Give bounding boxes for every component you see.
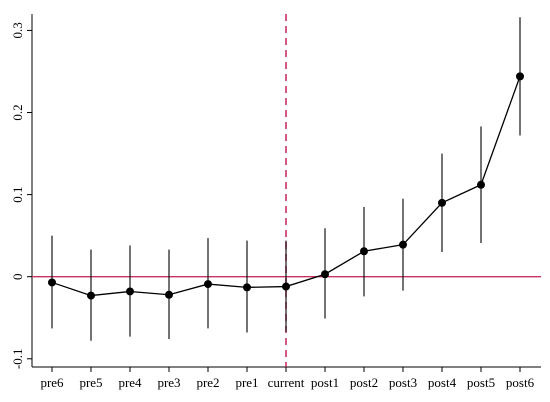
data-point	[516, 72, 524, 81]
y-tick-label: -0.1	[10, 348, 25, 369]
axes	[27, 14, 541, 372]
data-point	[438, 198, 446, 207]
x-tick-labels: pre6 pre5 pre4 pre3 pre2 pre1 current post1 post…	[40, 375, 534, 390]
y-tick-label: 0.3	[10, 22, 25, 38]
x-tick-label: post5	[467, 375, 495, 390]
x-tick-label: pre4	[118, 375, 142, 390]
y-tick-label: 0	[10, 273, 25, 280]
data-point	[282, 282, 290, 291]
x-tick-label: pre6	[40, 375, 64, 390]
estimate-series	[48, 72, 524, 300]
y-tick-labels: -0.1 0 0.1 0.2 0.3	[10, 22, 25, 369]
x-tick-label: post3	[389, 375, 417, 390]
x-tick-label: post2	[350, 375, 378, 390]
y-tick-label: 0.2	[10, 104, 25, 120]
data-point	[126, 287, 134, 296]
y-tick-label: 0.1	[10, 186, 25, 202]
data-point	[165, 290, 173, 299]
data-point	[360, 247, 368, 256]
data-point	[477, 180, 485, 189]
data-point	[321, 270, 329, 279]
data-point	[243, 283, 251, 292]
x-tick-label: post1	[311, 375, 339, 390]
x-tick-label: post6	[506, 375, 535, 390]
data-point	[204, 280, 212, 289]
x-tick-label: pre5	[79, 375, 102, 390]
x-tick-label: pre2	[196, 375, 219, 390]
data-point	[399, 240, 407, 249]
x-tick-label: post4	[428, 375, 457, 390]
x-tick-label: current	[268, 375, 305, 390]
x-tick-label: pre3	[157, 375, 180, 390]
data-point	[87, 291, 95, 300]
x-tick-label: pre1	[235, 375, 258, 390]
data-point	[48, 278, 56, 287]
